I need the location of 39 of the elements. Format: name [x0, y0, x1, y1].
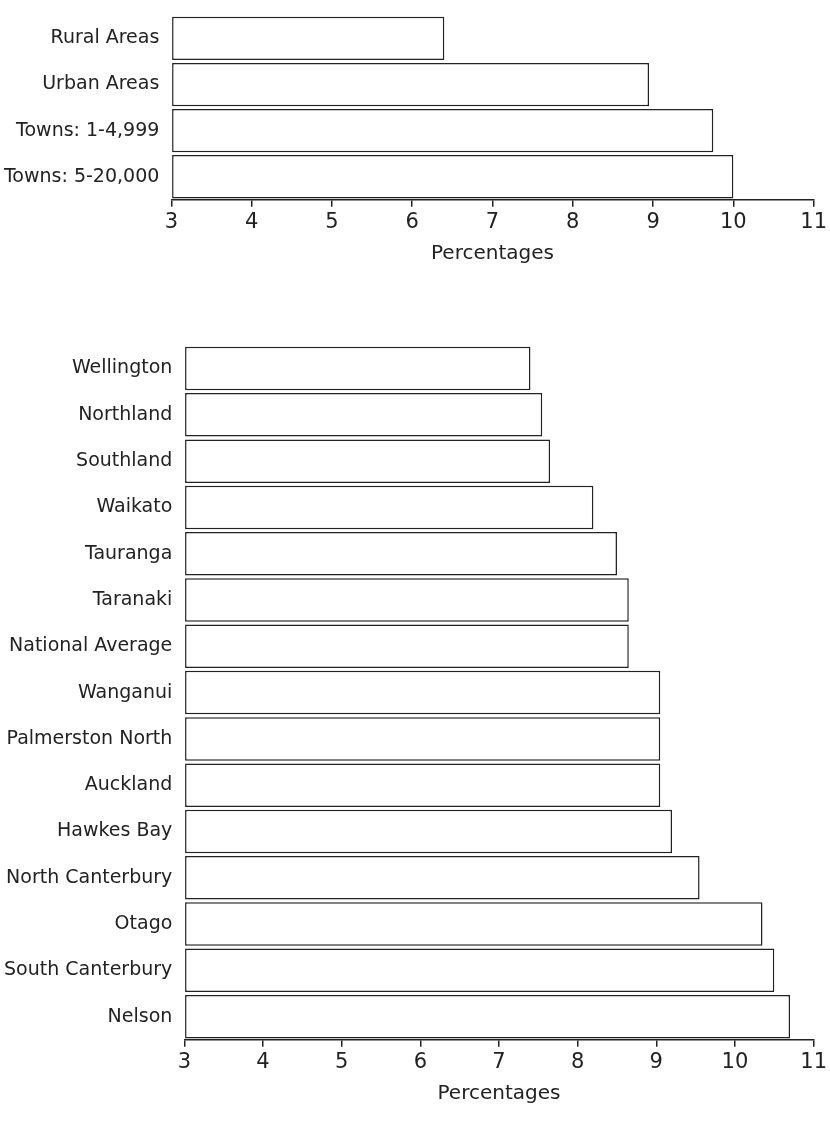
x-axis-title: Percentages	[431, 240, 554, 265]
y-tick-label: Towns: 5-20,000	[2, 163, 160, 186]
y-tick-label: Auckland	[84, 772, 173, 795]
x-tick-label: 10	[721, 1048, 749, 1073]
y-tick-label: Nelson	[107, 1003, 173, 1026]
y-tick-label: Rural Areas	[50, 25, 160, 48]
y-tick-label: National Average	[9, 633, 173, 656]
y-tick-label: Southland	[76, 448, 173, 471]
x-tick-label: 3	[164, 208, 179, 233]
y-tick-label: Palmerston North	[6, 725, 173, 748]
x-tick-label: 8	[570, 1048, 585, 1073]
x-tick-label: 11	[800, 1048, 828, 1073]
y-tick-label: Hawkes Bay	[56, 818, 173, 841]
x-tick-label: 6	[413, 1048, 427, 1073]
y-tick-label: Urban Areas	[42, 71, 160, 94]
x-tick-label: 3	[177, 1048, 192, 1073]
y-tick-label: Wanganui	[77, 679, 173, 702]
x-tick-label: 5	[334, 1048, 349, 1073]
y-tick-label: North Canterbury	[6, 864, 173, 887]
x-tick-label: 10	[719, 208, 747, 233]
x-tick-label: 8	[566, 208, 580, 233]
y-tick-label: Otago	[114, 911, 173, 933]
y-tick-label: Wellington	[71, 355, 173, 378]
y-tick-label: South Canterbury	[3, 957, 173, 980]
y-tick-label: Waikato	[96, 494, 173, 517]
y-tick-label: Taranaki	[91, 586, 173, 609]
y-tick-label: Tauranga	[83, 540, 173, 563]
y-tick-label: Towns: 1-4,999	[15, 117, 160, 140]
x-tick-label: 7	[485, 208, 500, 233]
x-tick-label: 5	[325, 208, 339, 233]
x-tick-label: 6	[405, 208, 419, 233]
x-tick-label: 9	[646, 208, 660, 233]
x-tick-label: 7	[492, 1048, 506, 1073]
x-tick-label: 4	[244, 208, 259, 233]
x-tick-label: 11	[800, 208, 828, 233]
x-axis-title: Percentages	[437, 1080, 561, 1105]
y-tick-label: Northland	[78, 401, 173, 424]
x-tick-label: 9	[649, 1048, 663, 1073]
x-tick-label: 4	[256, 1048, 270, 1073]
